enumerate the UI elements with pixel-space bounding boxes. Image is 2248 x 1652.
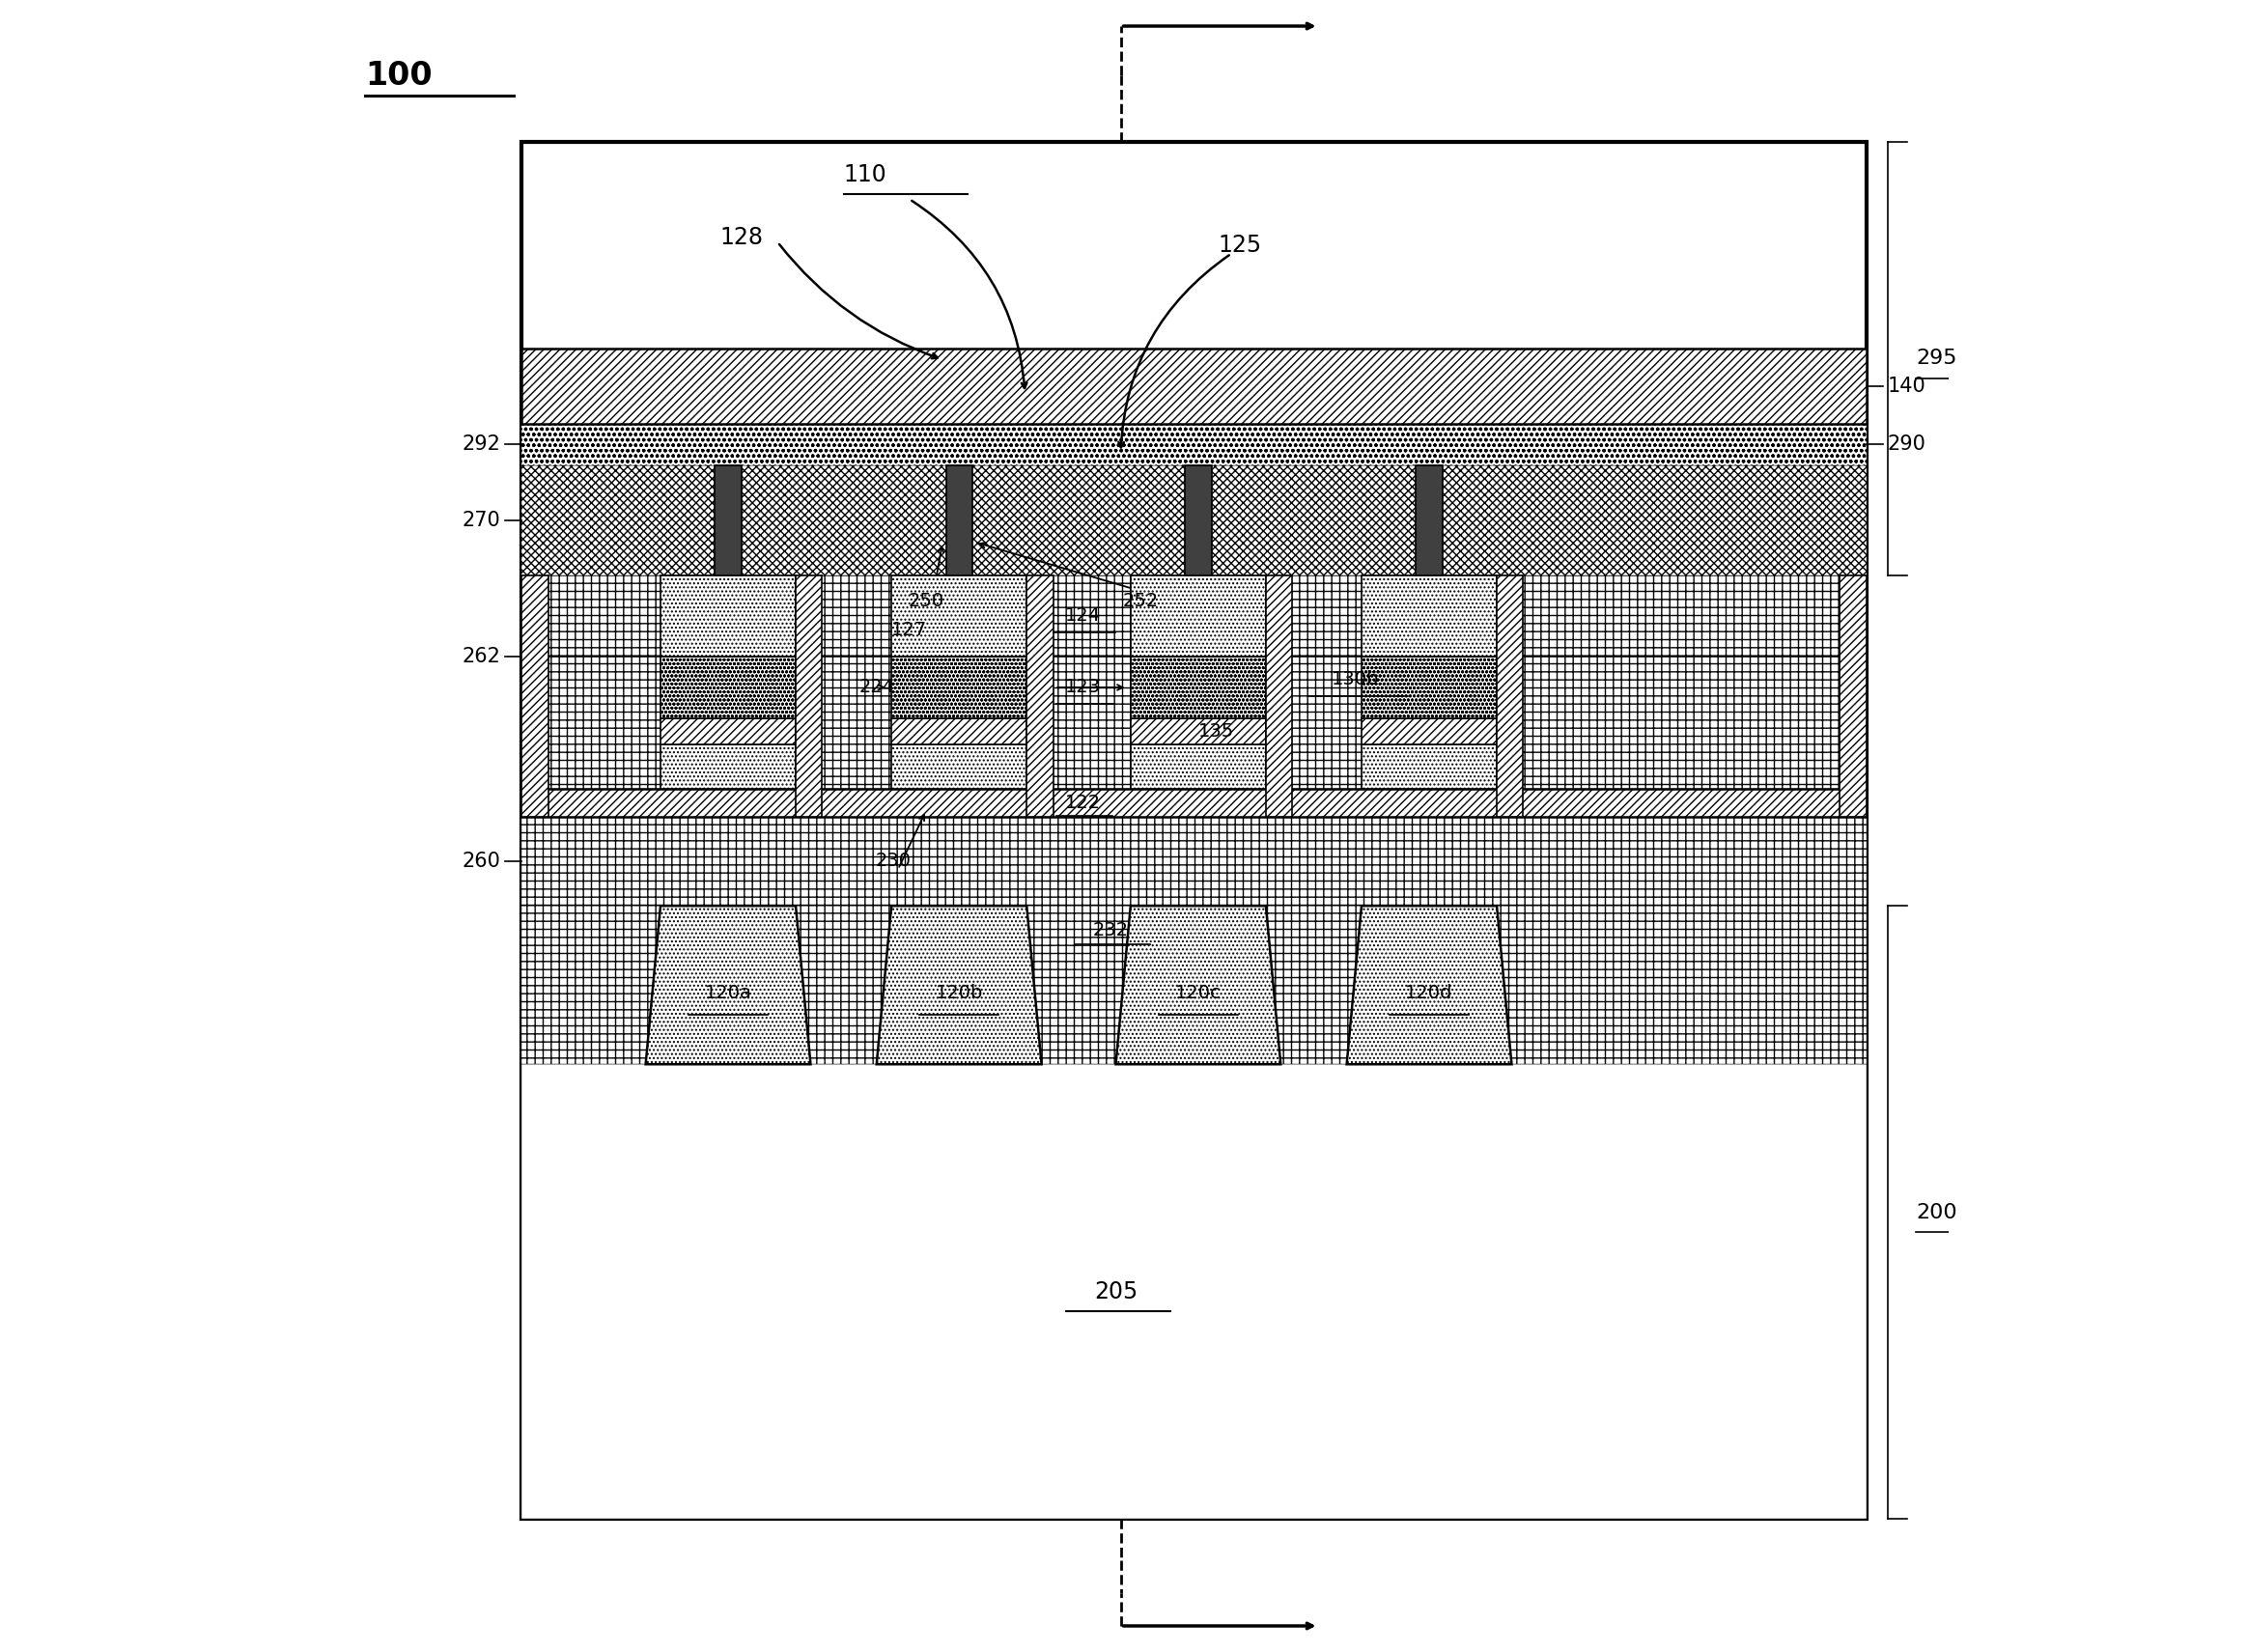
Bar <box>1497 575 1524 816</box>
Text: 250: 250 <box>908 591 944 610</box>
Bar <box>522 349 1866 425</box>
Bar <box>1027 575 1052 816</box>
Bar <box>522 425 1866 466</box>
Bar <box>1362 575 1497 656</box>
Bar <box>1362 656 1497 719</box>
Text: 123: 123 <box>1066 679 1102 697</box>
Text: 205: 205 <box>1095 1280 1137 1303</box>
Polygon shape <box>1115 905 1281 1064</box>
Bar <box>892 719 1027 743</box>
Bar <box>1362 719 1497 743</box>
Bar <box>661 743 796 788</box>
Bar <box>522 142 1866 1518</box>
Bar <box>661 719 796 743</box>
Text: 262: 262 <box>463 648 501 666</box>
Bar <box>796 575 823 816</box>
Text: 128: 128 <box>719 226 764 249</box>
Text: 125: 125 <box>1218 235 1261 258</box>
Polygon shape <box>645 905 812 1064</box>
Text: 260: 260 <box>463 851 501 871</box>
Polygon shape <box>877 905 1041 1064</box>
Text: 120c: 120c <box>1176 985 1221 1003</box>
Text: 120a: 120a <box>704 985 751 1003</box>
Polygon shape <box>1347 905 1511 1064</box>
Bar <box>522 466 1866 575</box>
Text: 252: 252 <box>1122 591 1158 610</box>
Text: 140: 140 <box>1888 377 1927 395</box>
Text: 120d: 120d <box>1405 985 1452 1003</box>
Bar <box>522 1064 1866 1518</box>
Text: 100: 100 <box>364 59 432 91</box>
Bar <box>1131 719 1266 743</box>
Bar <box>1266 575 1293 816</box>
Bar <box>661 656 796 719</box>
Text: 200: 200 <box>1915 1203 1958 1222</box>
Text: 127: 127 <box>892 621 928 639</box>
Text: 295: 295 <box>1915 349 1956 368</box>
Bar <box>522 816 1866 905</box>
Bar <box>892 743 1027 788</box>
Bar <box>892 656 1027 719</box>
Bar <box>892 575 1027 656</box>
Text: 130b: 130b <box>1331 671 1378 689</box>
Bar <box>1131 575 1266 656</box>
Text: 290: 290 <box>1888 434 1927 454</box>
Text: 230: 230 <box>874 852 910 871</box>
Bar <box>522 788 1866 816</box>
Bar <box>1416 466 1443 575</box>
Bar <box>661 575 796 656</box>
Bar <box>1839 575 1866 816</box>
Text: 122: 122 <box>1066 793 1102 811</box>
Text: 120b: 120b <box>935 985 982 1003</box>
Bar <box>522 575 1866 788</box>
Text: 232: 232 <box>1093 922 1128 940</box>
Bar <box>715 466 742 575</box>
Text: 135: 135 <box>1198 722 1234 740</box>
Text: 292: 292 <box>463 434 501 454</box>
Bar <box>522 575 549 816</box>
Bar <box>1362 743 1497 788</box>
Bar <box>946 466 971 575</box>
Bar <box>1185 466 1212 575</box>
Text: 110: 110 <box>843 164 886 187</box>
Bar <box>522 905 1866 1064</box>
Text: 270: 270 <box>463 510 501 530</box>
Bar <box>1131 743 1266 788</box>
Text: 124: 124 <box>1066 606 1102 624</box>
Bar <box>1131 656 1266 719</box>
Text: 224: 224 <box>859 679 895 697</box>
